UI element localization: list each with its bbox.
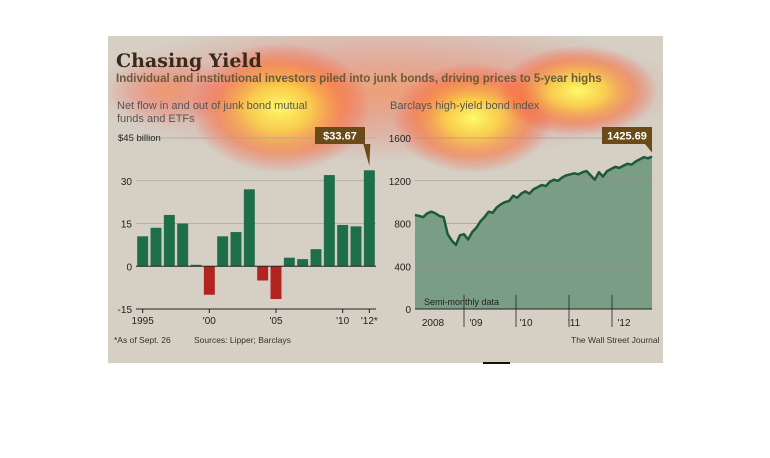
bar-2000: [203, 266, 215, 295]
semi-monthly-note: Semi-monthly data: [424, 297, 499, 307]
bar-2005: [270, 266, 282, 300]
bar-2006: [283, 257, 295, 267]
footnote: *As of Sept. 26: [114, 335, 171, 345]
index-callout-box: [602, 127, 652, 144]
index-callout-pointer: [645, 144, 652, 153]
bar-callout-pointer: [363, 144, 371, 166]
bar-callout-value: $33.67: [323, 131, 357, 143]
right-panel-title: Barclays high-yield bond index: [390, 100, 540, 112]
x-tick-label: '10: [519, 318, 532, 329]
index-callout-value: 1425.69: [607, 131, 647, 143]
y-tick-label: 1200: [389, 177, 412, 188]
bar-1995: [137, 236, 149, 267]
chart-title: Chasing Yield: [116, 50, 262, 72]
y-tick-label: 30: [121, 177, 133, 188]
bar-2009: [323, 175, 335, 267]
bar-2002: [230, 232, 242, 267]
bar-2004: [257, 266, 269, 281]
bar-2011: [350, 226, 362, 267]
chart-card: Chasing Yield Individual and institution…: [108, 36, 663, 363]
x-tick-label: 1995: [132, 316, 155, 327]
charts-svg: $45 billion -15 0 15 30 1995 '00 '05 '10 '12* $33.…: [118, 127, 653, 329]
x-tick-label: '05: [269, 316, 282, 327]
y-tick-label: 1600: [389, 134, 412, 145]
x-tick-label: '11: [568, 318, 581, 329]
bar-1999: [190, 264, 202, 267]
bar-2008: [310, 249, 322, 267]
x-tick-label: '09: [469, 318, 482, 329]
bar-1998: [177, 223, 189, 267]
x-tick-label: '10: [336, 316, 349, 327]
publisher-credit: The Wall Street Journal: [571, 335, 660, 345]
left-panel-title: Net flow in and out of junk bond mutual …: [117, 100, 308, 125]
index-area-fill: [415, 156, 652, 309]
bar-2007: [297, 259, 309, 267]
index-line: [414, 155, 653, 247]
x-tick-label: '12*: [361, 316, 378, 327]
bar-2001: [217, 236, 229, 267]
chart-subtitle: Individual and institutional investors p…: [116, 73, 602, 85]
y-tick-label: -15: [118, 305, 133, 316]
bar-callout-box: [315, 127, 365, 144]
bar-2003: [243, 189, 255, 267]
y-tick-label: 400: [394, 262, 411, 273]
bar-2010: [337, 224, 349, 267]
y-unit-label: $45 billion: [118, 133, 161, 144]
flow-bar-chart: $45 billion -15 0 15 30 1995 '00 '05 '10 '12* $33.…: [118, 127, 378, 327]
divider-mark: [483, 362, 510, 364]
y-tick-label: 15: [121, 220, 133, 231]
index-area-chart: 0 400 800 1200 1600 2008 '09 '10 '11 '12 Semi-mont…: [389, 127, 653, 329]
y-tick-label: 800: [394, 220, 411, 231]
bar-1997: [163, 214, 175, 267]
x-tick-label: '12: [617, 318, 630, 329]
bar-2012: [363, 170, 375, 267]
y-tick-label: 0: [126, 262, 132, 273]
x-tick-label: 2008: [422, 318, 445, 329]
sources-note: Sources: Lipper; Barclays: [194, 335, 291, 345]
bar-1996: [150, 227, 162, 267]
y-tick-label: 0: [405, 305, 411, 316]
x-tick-label: '00: [203, 316, 216, 327]
